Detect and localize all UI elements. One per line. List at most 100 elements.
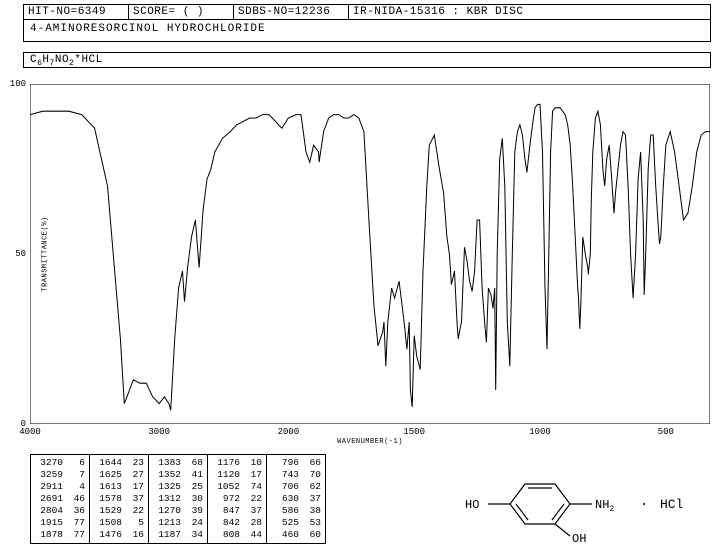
peak-row: 3259 7 <box>35 469 85 481</box>
peak-value: 77 <box>71 517 85 529</box>
peak-wavenumber: 842 <box>212 517 240 529</box>
peak-value: 36 <box>71 505 85 517</box>
peak-row: 147616 <box>94 529 144 541</box>
peak-row: 1383 68 <box>153 457 203 469</box>
peak-row: 1052 74 <box>212 481 262 493</box>
peak-wavenumber: 1270 <box>153 505 181 517</box>
peak-row: 135241 <box>153 469 203 481</box>
peak-row: 1508 5 <box>94 517 144 529</box>
peak-wavenumber: 2804 <box>35 505 63 517</box>
peak-row: 1613 17 <box>94 481 144 493</box>
peak-wavenumber: 525 <box>271 517 299 529</box>
formula-text: C6H7NO2*HCL <box>30 54 103 66</box>
peak-wavenumber: 796 <box>271 457 299 469</box>
peak-value: 17 <box>248 469 262 481</box>
x-tick-label: 1500 <box>403 427 425 437</box>
peak-value: 53 <box>307 517 321 529</box>
x-tick-label: 500 <box>658 427 674 437</box>
peak-row: 118734 <box>153 529 203 541</box>
peak-value: 7 <box>71 469 85 481</box>
peak-table: 3270632597291142691462804361915771878771… <box>30 454 326 544</box>
molecule-diagram: HO OH NH2 · HCl <box>430 464 705 544</box>
molecule-nh2: NH2 <box>595 498 614 514</box>
peak-row: 1644 23 <box>94 457 144 469</box>
peak-value: 44 <box>248 529 262 541</box>
hit-no-cell: HIT-NO=6349 <box>24 5 129 19</box>
peak-value: 38 <box>307 505 321 517</box>
peak-value: 27 <box>130 469 144 481</box>
peak-wavenumber: 3270 <box>35 457 63 469</box>
peak-wavenumber: 630 <box>271 493 299 505</box>
y-tick-label: 50 <box>15 249 26 259</box>
peak-row: 1176 10 <box>212 457 262 469</box>
peak-wavenumber: 706 <box>271 481 299 493</box>
peak-value: 77 <box>71 529 85 541</box>
peak-wavenumber: 3259 <box>35 469 63 481</box>
peak-value: 23 <box>130 457 144 469</box>
peak-row: 70662 <box>271 481 321 493</box>
peak-wavenumber: 1052 <box>212 481 240 493</box>
x-tick-label: 4000 <box>19 427 41 437</box>
peak-value: 68 <box>189 457 203 469</box>
peak-wavenumber: 1176 <box>212 457 240 469</box>
peak-value: 37 <box>248 505 262 517</box>
plot-svg <box>30 84 710 424</box>
peak-value: 24 <box>189 517 203 529</box>
peak-wavenumber: 1644 <box>94 457 122 469</box>
peak-value: 22 <box>130 505 144 517</box>
peak-value: 37 <box>130 493 144 505</box>
peak-wavenumber: 1915 <box>35 517 63 529</box>
peak-row: 460 60 <box>271 529 321 541</box>
molecule-dot: · <box>640 497 648 513</box>
peak-row: 847 37 <box>212 505 262 517</box>
peak-wavenumber: 1625 <box>94 469 122 481</box>
peak-wavenumber: 1508 <box>94 517 122 529</box>
peak-row: 1578 37 <box>94 493 144 505</box>
peak-wavenumber: 1325 <box>153 481 181 493</box>
peak-row: 63037 <box>271 493 321 505</box>
peak-row: 1915 77 <box>35 517 85 529</box>
peak-wavenumber: 2911 <box>35 481 63 493</box>
x-tick-label: 3000 <box>148 427 170 437</box>
peak-wavenumber: 1529 <box>94 505 122 517</box>
peak-row: 132525 <box>153 481 203 493</box>
peak-wavenumber: 1213 <box>153 517 181 529</box>
peak-column: 1644231625271613171578371529221508514761… <box>90 455 149 543</box>
ir-info-cell: IR-NIDA-15316 : KBR DISC <box>349 5 710 19</box>
peak-value: 60 <box>307 529 321 541</box>
peak-wavenumber: 1312 <box>153 493 181 505</box>
compound-title: 4-AMINORESORCINOL HYDROCHLORIDE <box>23 20 711 42</box>
peak-value: 6 <box>71 457 85 469</box>
peak-row: 131230 <box>153 493 203 505</box>
peak-wavenumber: 972 <box>212 493 240 505</box>
peak-value: 5 <box>130 517 144 529</box>
peak-wavenumber: 1578 <box>94 493 122 505</box>
peak-row: 79666 <box>271 457 321 469</box>
x-axis-label: WAVENUMBER(-1) <box>337 438 403 446</box>
peak-row: 586 38 <box>271 505 321 517</box>
peak-wavenumber: 847 <box>212 505 240 517</box>
peak-row: 127039 <box>153 505 203 517</box>
peak-wavenumber: 586 <box>271 505 299 517</box>
peak-wavenumber: 1352 <box>153 469 181 481</box>
peak-value: 10 <box>248 457 262 469</box>
peak-value: 28 <box>248 517 262 529</box>
peak-row: 112017 <box>212 469 262 481</box>
formula-row: C6H7NO2*HCL <box>23 52 711 68</box>
peak-value: 74 <box>248 481 262 493</box>
peak-row: 1529 22 <box>94 505 144 517</box>
peak-wavenumber: 1613 <box>94 481 122 493</box>
peak-row: 29114 <box>35 481 85 493</box>
peak-row: 842 28 <box>212 517 262 529</box>
peak-wavenumber: 1383 <box>153 457 181 469</box>
peak-wavenumber: 460 <box>271 529 299 541</box>
peak-column: 79666743707066263037586385255346060 <box>267 455 325 543</box>
peak-wavenumber: 1878 <box>35 529 63 541</box>
peak-row: 80844 <box>212 529 262 541</box>
peak-row: 97222 <box>212 493 262 505</box>
peak-row: 1625 27 <box>94 469 144 481</box>
peak-row: 2804 36 <box>35 505 85 517</box>
peak-wavenumber: 1476 <box>94 529 122 541</box>
header-bar: HIT-NO=6349 SCORE= ( ) SDBS-NO=12236 IR-… <box>23 4 711 20</box>
peak-value: 17 <box>130 481 144 493</box>
